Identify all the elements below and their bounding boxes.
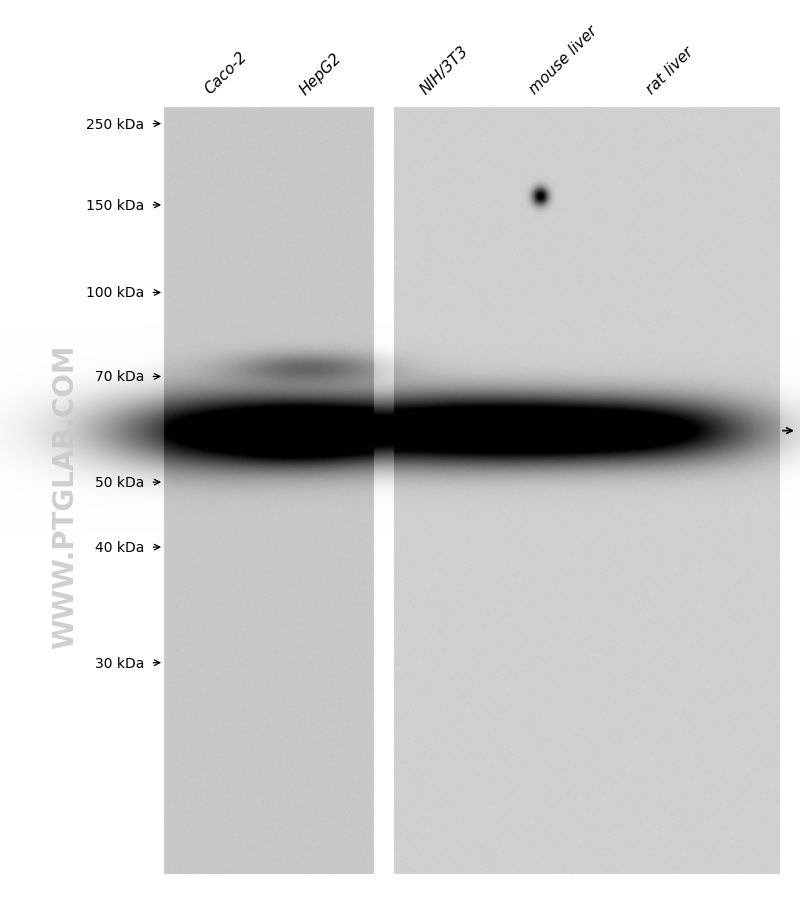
Text: 70 kDa: 70 kDa xyxy=(94,370,144,384)
Text: 50 kDa: 50 kDa xyxy=(94,475,144,490)
Text: HepG2: HepG2 xyxy=(298,50,345,97)
Text: 250 kDa: 250 kDa xyxy=(86,117,144,132)
Text: NIH/3T3: NIH/3T3 xyxy=(418,43,471,97)
Text: 40 kDa: 40 kDa xyxy=(94,540,144,555)
Text: 30 kDa: 30 kDa xyxy=(94,656,144,670)
Text: Caco-2: Caco-2 xyxy=(202,50,250,97)
Text: WWW.PTGLAB.COM: WWW.PTGLAB.COM xyxy=(51,344,80,649)
Text: rat liver: rat liver xyxy=(644,45,697,97)
Text: 150 kDa: 150 kDa xyxy=(86,198,144,213)
Text: mouse liver: mouse liver xyxy=(527,23,601,97)
Text: 100 kDa: 100 kDa xyxy=(86,286,144,300)
